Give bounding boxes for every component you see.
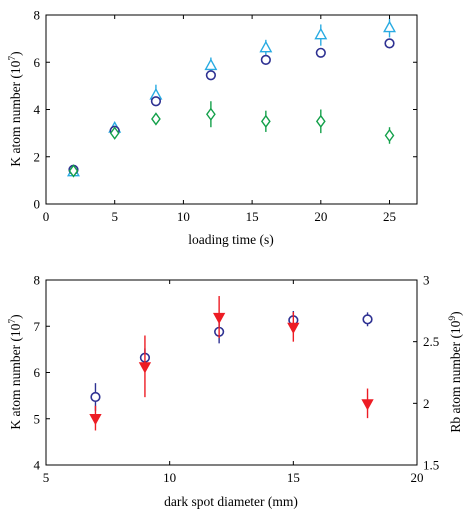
data-point-diamond: [384, 128, 395, 143]
top-x-axis-label: loading time (s): [188, 232, 273, 247]
bottom-x-ticks: 5 10 15 20: [43, 280, 424, 485]
top-plot-area: [66, 18, 397, 178]
data-point-circle: [90, 391, 101, 403]
data-point-triangle-up: [383, 20, 397, 33]
data-point-triangle-down: [212, 312, 226, 325]
data-point-triangle-up: [259, 40, 273, 53]
top-y-tick-label: 6: [34, 55, 41, 70]
data-point-circle: [315, 47, 326, 58]
bottom-x-axis-label: dark spot diameter (mm): [164, 494, 298, 509]
bottom-x-tick-label: 5: [43, 470, 50, 485]
data-point-triangle-down: [361, 399, 374, 411]
bottom-y-tick-label: 7: [34, 319, 41, 334]
data-point-circle: [150, 96, 162, 107]
data-point-triangle-up: [314, 27, 328, 40]
top-series-diamond: [68, 101, 395, 178]
top-x-tick-label: 0: [43, 209, 50, 224]
bottom-series-triangle-down: [89, 296, 374, 431]
data-point-circle: [362, 314, 373, 325]
top-x-tick-label: 25: [383, 209, 396, 224]
bottom-y2-tick-label: 2.5: [423, 334, 439, 349]
bottom-y2-tick-label: 2: [423, 396, 430, 411]
data-point-circle: [384, 38, 395, 49]
data-point-diamond: [151, 112, 161, 126]
bottom-y2-axis-label: Rb atom number (109): [448, 311, 463, 432]
bottom-y-tick-label: 8: [34, 273, 41, 288]
top-x-tick-label: 5: [111, 209, 118, 224]
bottom-y-tick-label: 5: [34, 411, 41, 426]
bottom-y-tick-label: 4: [34, 458, 41, 473]
data-point-diamond: [315, 114, 326, 129]
bottom-x-tick-label: 10: [163, 470, 176, 485]
top-x-tick-label: 20: [314, 209, 327, 224]
top-y-ticks: 0 2 4 6 8: [34, 8, 417, 212]
bottom-axes-frame: [45, 279, 418, 466]
data-point-triangle-up: [204, 58, 218, 71]
bottom-y-ticks: 4 5 6 7 8: [34, 273, 50, 473]
data-point-diamond: [109, 126, 120, 140]
data-point-triangle-down: [89, 414, 102, 426]
top-y-tick-label: 2: [34, 149, 41, 164]
bottom-y-axis-label: K atom number (107): [8, 314, 23, 429]
top-x-tick-label: 15: [246, 209, 259, 224]
top-y-tick-label: 8: [34, 8, 41, 23]
data-point-diamond: [260, 114, 271, 129]
top-series-triangle-up: [66, 18, 397, 177]
data-point-triangle-down: [138, 362, 152, 374]
top-series-circle: [68, 38, 395, 175]
top-x-tick-label: 10: [177, 209, 190, 224]
top-y-tick-label: 0: [34, 197, 41, 212]
data-point-circle: [205, 70, 216, 81]
chart-top: 0 5 10 15 20 25 0 2 4 6 8 loading time (s) K atom…: [8, 8, 418, 247]
bottom-series-circle: [90, 310, 373, 411]
bottom-x-tick-label: 20: [411, 470, 424, 485]
data-point-circle: [260, 54, 271, 65]
top-y-tick-label: 4: [34, 102, 41, 117]
bottom-y2-tick-label: 1.5: [423, 458, 439, 473]
data-point-diamond: [68, 164, 79, 178]
top-x-ticks: 0 5 10 15 20 25: [43, 15, 396, 224]
bottom-y2-ticks: 1.5 2 2.5 3: [413, 273, 439, 473]
bottom-y2-tick-label: 3: [423, 273, 430, 288]
data-point-diamond: [206, 107, 216, 121]
top-y-axis-label: K atom number (107): [8, 51, 23, 166]
bottom-x-tick-label: 15: [287, 470, 300, 485]
top-axes-frame: [45, 14, 418, 205]
bottom-plot-area: [89, 296, 374, 431]
bottom-y-tick-label: 6: [34, 365, 41, 380]
data-point-triangle-down: [287, 322, 300, 334]
